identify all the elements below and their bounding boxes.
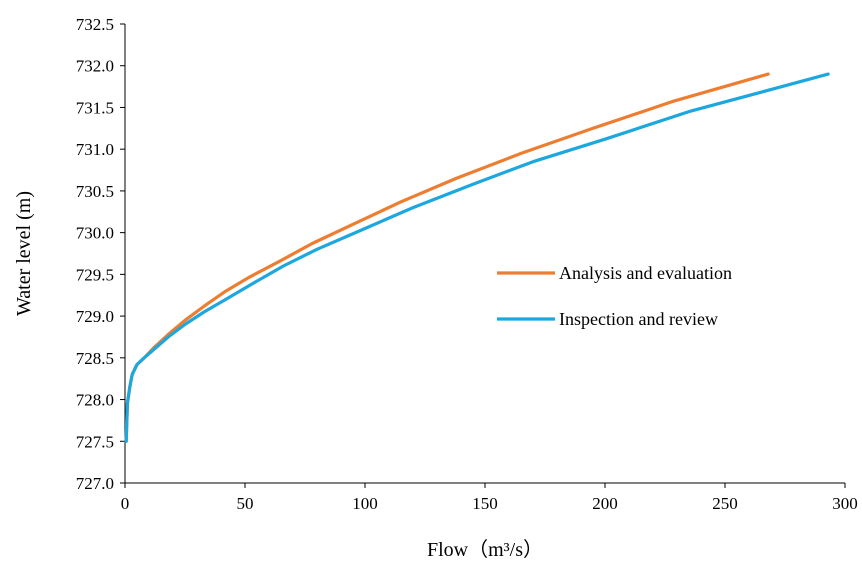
y-tick-label: 727.0 [76, 474, 114, 493]
x-tick-label: 0 [121, 494, 130, 513]
y-tick-label: 727.5 [76, 432, 114, 451]
x-tick-label: 250 [712, 494, 738, 513]
x-tick-label: 200 [592, 494, 618, 513]
y-tick-label: 728.5 [76, 349, 114, 368]
legend-label-2: Inspection and review [559, 309, 718, 329]
y-tick-label: 731.5 [76, 98, 114, 117]
x-tick-label: 150 [472, 494, 498, 513]
x-axis-ticks: 0 50 100 150 200 250 300 [121, 483, 858, 513]
plot-axes [124, 24, 845, 484]
y-tick-label: 732.5 [76, 15, 114, 34]
y-axis-title: Water level (m) [13, 191, 35, 316]
y-tick-label: 732.0 [76, 57, 114, 76]
y-axis-ticks: 727.0 727.5 728.0 728.5 729.0 729.5 730.0 730.5… [76, 15, 125, 493]
x-axis-title: Flow（m³/s） [427, 538, 543, 561]
y-tick-label: 729.0 [76, 307, 114, 326]
series-line-1 [124, 72, 770, 443]
series-line-2 [124, 72, 830, 443]
y-tick-label: 731.0 [76, 140, 114, 159]
y-tick-label: 728.0 [76, 391, 114, 410]
data-series [124, 72, 830, 443]
x-tick-label: 100 [352, 494, 378, 513]
x-tick-label: 300 [832, 494, 858, 513]
legend: Analysis and evaluation Inspection and re… [497, 263, 732, 329]
y-tick-label: 730.5 [76, 182, 114, 201]
y-tick-label: 729.5 [76, 265, 114, 284]
legend-label-1: Analysis and evaluation [559, 263, 732, 283]
y-tick-label: 730.0 [76, 224, 114, 243]
x-tick-label: 50 [237, 494, 254, 513]
